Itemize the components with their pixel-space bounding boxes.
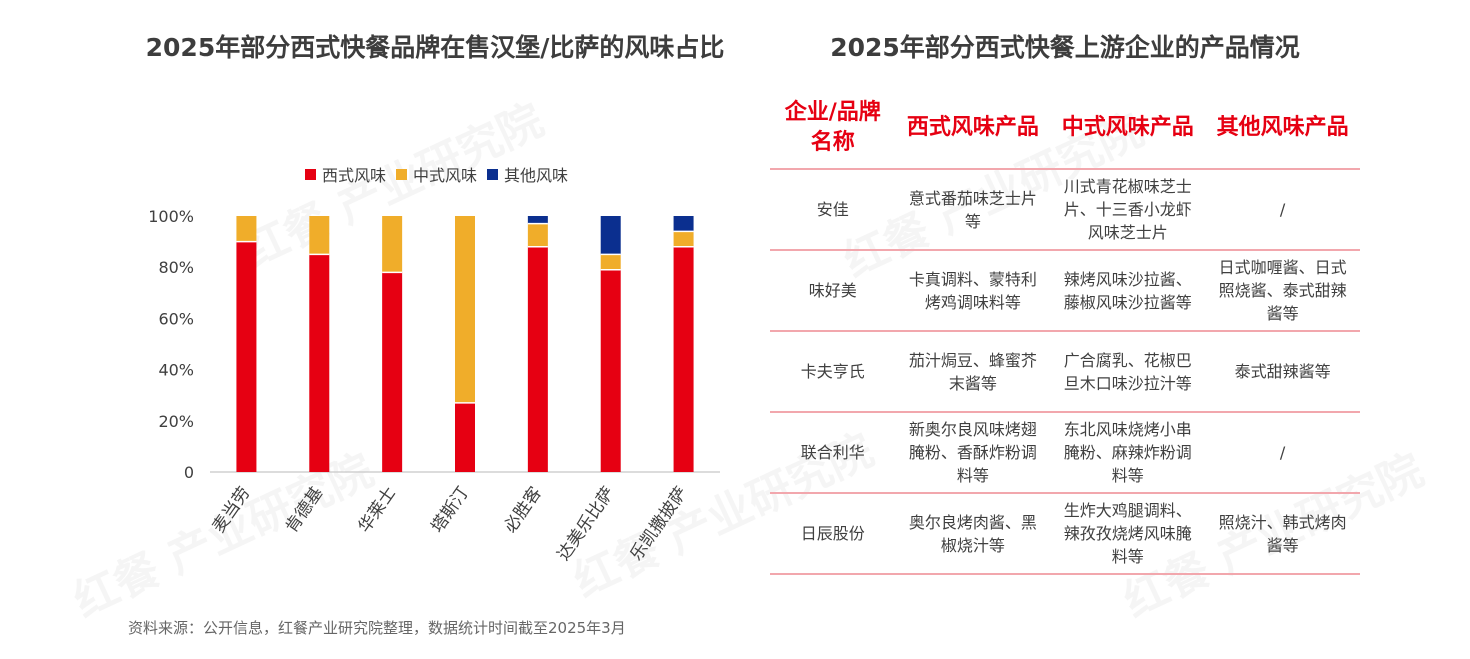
legend-label-chinese: 中式风味 [413,166,478,185]
x-tick-label: 达美乐比萨 [554,483,619,564]
x-tick-label: 华莱士 [355,483,401,536]
bar-segment-other [673,216,694,232]
header-western: 西式风味产品 [895,96,1051,170]
legend-item-chinese: 中式风味 [396,162,477,186]
cell-chinese: 广合腐乳、花椒巴旦木口味沙拉汁等 [1050,331,1206,413]
x-tick-label: 塔斯汀 [427,483,473,536]
cell-western: 奥尔良烤肉酱、黑椒烧汁等 [895,493,1051,575]
bar-segment-western [236,241,257,472]
table-row: 卡夫亨氏 茄汁焗豆、蜂蜜芥末酱等 广合腐乳、花椒巴旦木口味沙拉汁等 泰式甜辣酱等 [770,331,1360,413]
legend-swatch-chinese [396,168,408,180]
table-title: 2025年部分西式快餐上游企业的产品情况 [830,33,1300,62]
table-row: 日辰股份 奥尔良烤肉酱、黑椒烧汁等 生炸大鸡腿调料、辣孜孜烧烤风味腌料等 照烧汁… [770,493,1360,575]
table-row: 联合利华 新奥尔良风味烤翅腌粉、香酥炸粉调料等 东北风味烧烤小串腌粉、麻辣炸粉调… [770,412,1360,494]
cell-company: 日辰股份 [770,493,896,575]
bar-segment-chinese [527,223,548,247]
chart-title: 2025年部分西式快餐品牌在售汉堡/比萨的风味占比 [145,33,725,62]
legend-swatch-western [305,168,316,180]
legend-swatch-other [487,168,499,180]
bar-segment-other [527,216,548,224]
x-tick-label: 乐凯撒披萨 [627,483,692,564]
table-row: 安佳 意式番茄味芝士片等 川式青花椒味芝士片、十三香小龙虾风味芝士片 / [770,169,1360,251]
cell-company: 联合利华 [770,412,896,494]
cell-chinese: 生炸大鸡腿调料、辣孜孜烧烤风味腌料等 [1050,493,1206,575]
cell-other: 日式咖喱酱、日式照烧酱、泰式甜辣酱等 [1205,250,1360,332]
bar-segment-western [309,254,330,472]
y-tick-label: 60% [158,309,194,328]
cell-western: 卡真调料、蒙特利烤鸡调味料等 [895,250,1051,332]
y-tick-label: 80% [158,258,194,277]
header-other: 其他风味产品 [1205,96,1360,170]
bar-segment-chinese [673,231,694,247]
legend-label-other: 其他风味 [504,166,569,185]
y-tick-label: 20% [158,412,194,431]
bar-segment-western [382,272,403,472]
bar-segment-chinese [455,216,475,403]
cell-western: 茄汁焗豆、蜂蜜芥末酱等 [895,331,1051,413]
table-header-row: 企业/品牌名称 西式风味产品 中式风味产品 其他风味产品 [770,96,1360,170]
header-chinese: 中式风味产品 [1050,96,1206,170]
cell-company: 安佳 [770,169,896,251]
cell-chinese: 东北风味烧烤小串腌粉、麻辣炸粉调料等 [1050,412,1206,494]
bar-segment-other [600,216,621,255]
x-tick-label: 麦当劳 [209,483,255,536]
cell-western: 意式番茄味芝士片等 [895,169,1051,251]
cell-company: 卡夫亨氏 [770,331,896,413]
cell-western: 新奥尔良风味烤翅腌粉、香酥炸粉调料等 [895,412,1051,494]
bar-segment-chinese [600,254,621,270]
legend-label-western: 西式风味 [322,166,387,185]
y-tick-label: 0 [184,463,194,482]
bar-segment-western [527,246,548,472]
bar-segment-western [673,246,694,472]
source-note: 资料来源：公开信息，红餐产业研究院整理，数据统计时间截至2025年3月 [128,619,626,637]
y-tick-label: 40% [158,361,194,380]
cell-other: 照烧汁、韩式烤肉酱等 [1205,493,1360,575]
cell-other: / [1205,412,1360,494]
header-company: 企业/品牌名称 [770,96,896,170]
table-row: 味好美 卡真调料、蒙特利烤鸡调味料等 辣烤风味沙拉酱、藤椒风味沙拉酱等 日式咖喱… [770,250,1360,332]
bar-segment-chinese [236,216,257,242]
bar-segment-chinese [382,216,403,273]
y-tick-label: 100% [148,207,194,226]
cell-chinese: 川式青花椒味芝士片、十三香小龙虾风味芝士片 [1050,169,1206,251]
cell-other: 泰式甜辣酱等 [1205,331,1360,413]
legend-item-other: 其他风味 [487,162,568,186]
cell-chinese: 辣烤风味沙拉酱、藤椒风味沙拉酱等 [1050,250,1206,332]
bar-segment-western [600,269,621,472]
x-tick-label: 肯德基 [282,483,328,536]
bar-segment-chinese [309,216,330,255]
cell-other: / [1205,169,1360,251]
legend-item-western: 西式风味 [305,162,386,186]
product-table: 企业/品牌名称 西式风味产品 中式风味产品 其他风味产品 安佳 意式番茄味芝士片… [770,96,1360,575]
bar-segment-western [455,402,475,472]
stacked-bar-chart: 0 20% 40% 60% 80% 100% 麦当劳 肯德基 华莱士 塔斯汀 必胜客 达美乐比萨 乐凯撒… [148,207,720,564]
cell-company: 味好美 [770,250,896,332]
x-tick-label: 必胜客 [500,483,546,536]
chart-legend: 西式风味 中式风味 其他风味 [305,162,568,186]
